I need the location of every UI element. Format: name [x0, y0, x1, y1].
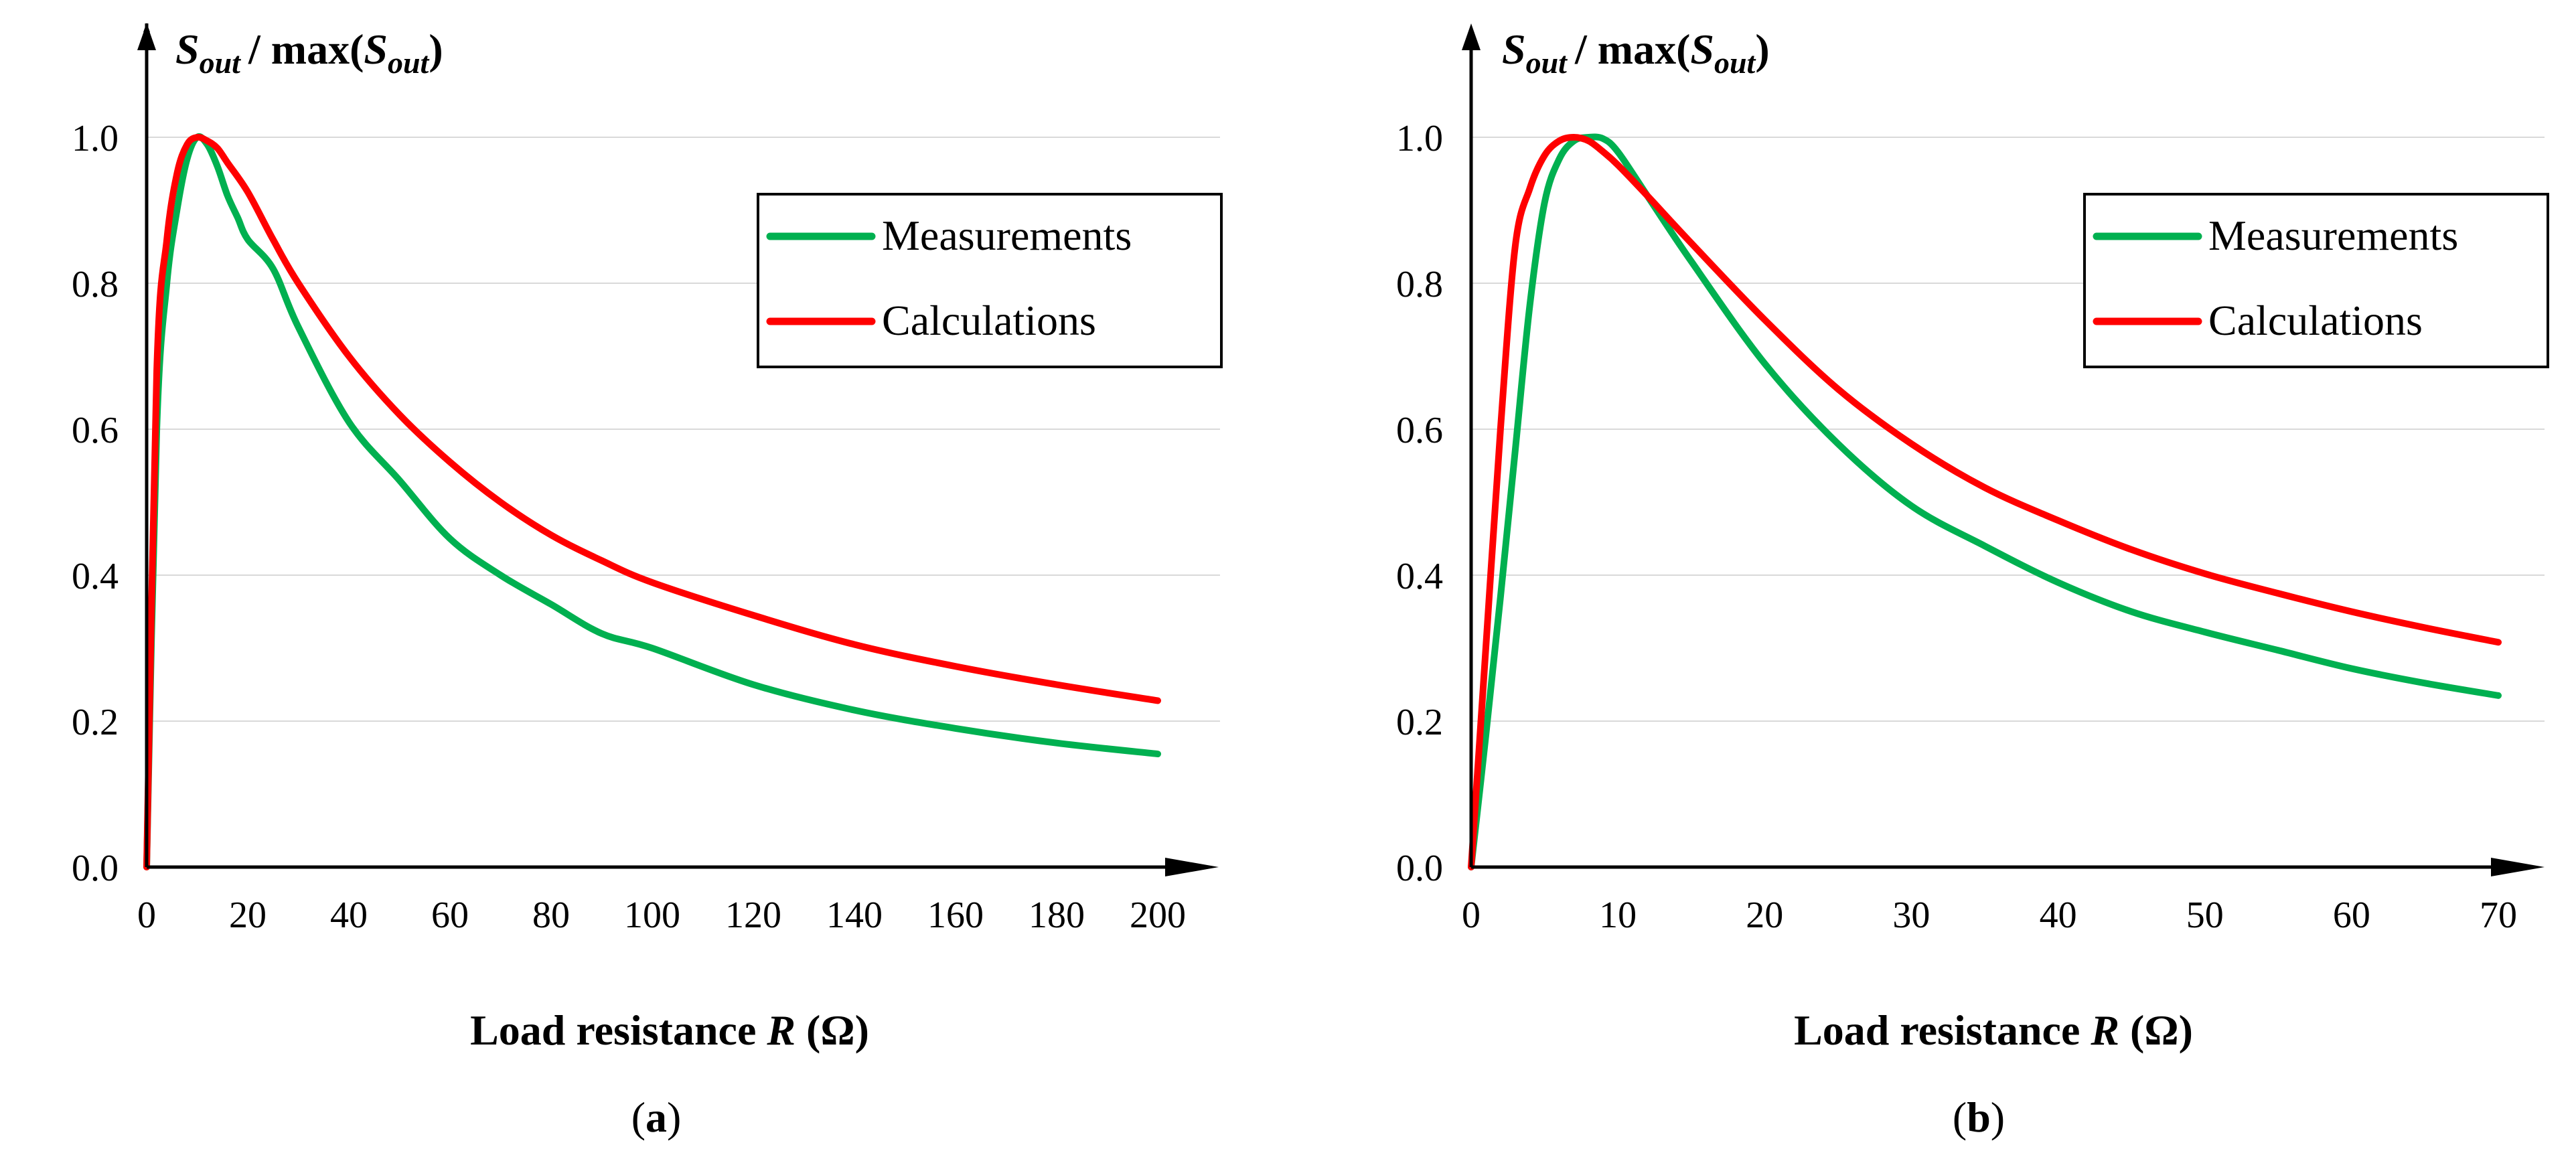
- y-tick-label: 0.2: [72, 702, 119, 743]
- y-tick-label: 0.0: [1396, 848, 1443, 889]
- x-tick-label: 60: [431, 895, 469, 936]
- y-tick-label: 0.6: [1396, 410, 1443, 451]
- x-tick-label: 100: [624, 895, 680, 936]
- panel-label: (a): [631, 1093, 682, 1141]
- series-lines: [143, 133, 1161, 870]
- x-tick-label: 50: [2186, 895, 2224, 936]
- y-axis-arrowhead: [137, 23, 156, 50]
- gridlines: [1471, 137, 2545, 722]
- chart-panel-a: 0.0 0.2 0.4 0.6 0.8 1.0 0 20 40 60 80 100 120 140 160…: [72, 23, 1223, 1141]
- series-line-measurements: [1468, 133, 2502, 870]
- x-tick-label: 160: [927, 895, 984, 936]
- y-tick-label: 0.8: [1396, 264, 1443, 305]
- y-tick-label: 0.0: [72, 848, 119, 889]
- x-axis-label: Load resistance R (Ω): [1794, 1006, 2193, 1054]
- x-tick-label: 80: [532, 895, 570, 936]
- legend-label-calculations: Calculations: [2208, 297, 2423, 344]
- series-line-measurements: [143, 133, 1161, 870]
- x-tick-label: 180: [1029, 895, 1085, 936]
- legend-box: [2083, 193, 2549, 368]
- x-tick-label: 70: [2480, 895, 2517, 936]
- x-axis-label: Load resistance R (Ω): [470, 1006, 869, 1054]
- x-tick-label: 20: [229, 895, 267, 936]
- x-tick-labels: 0 20 40 60 80 100 120 140 160 180 200: [137, 895, 1186, 936]
- x-tick-label: 60: [2333, 895, 2370, 936]
- y-tick-labels: 0.0 0.2 0.4 0.6 0.8 1.0: [1396, 118, 1443, 889]
- y-axis-label: Sout / max(Sout): [1502, 25, 1770, 80]
- legend-label-measurements: Measurements: [882, 212, 1132, 259]
- series-lines: [1468, 133, 2502, 870]
- legend-box: [757, 193, 1223, 368]
- x-tick-label: 0: [1462, 895, 1481, 936]
- legend-label-measurements: Measurements: [2208, 212, 2458, 259]
- y-tick-label: 0.6: [72, 410, 119, 451]
- series-line-calculations: [1468, 134, 2502, 870]
- x-tick-label: 10: [1599, 895, 1637, 936]
- y-tick-label: 1.0: [72, 118, 119, 159]
- series-line-calculations: [143, 133, 1161, 870]
- x-tick-label: 200: [1130, 895, 1186, 936]
- x-axis-arrowhead: [1165, 858, 1219, 876]
- x-tick-label: 30: [1892, 895, 1930, 936]
- panel-label: (b): [1953, 1093, 2005, 1141]
- y-tick-label: 0.4: [72, 556, 119, 597]
- x-tick-label: 140: [826, 895, 883, 936]
- y-tick-label: 0.4: [1396, 556, 1443, 597]
- chart-panel-b: 0.0 0.2 0.4 0.6 0.8 1.0 0 10 20 30 40 50 60 70 Sout /…: [1396, 23, 2549, 1141]
- y-axis-arrowhead: [1462, 23, 1481, 50]
- x-tick-label: 20: [1746, 895, 1783, 936]
- x-tick-labels: 0 10 20 30 40 50 60 70: [1462, 895, 2517, 936]
- legend: Measurements Calculations: [2083, 193, 2549, 368]
- x-tick-label: 40: [2040, 895, 2077, 936]
- y-axis-label: Sout / max(Sout): [175, 25, 443, 80]
- y-tick-labels: 0.0 0.2 0.4 0.6 0.8 1.0: [72, 118, 119, 889]
- y-tick-label: 1.0: [1396, 118, 1443, 159]
- x-axis-arrowhead: [2491, 858, 2545, 876]
- legend-label-calculations: Calculations: [882, 297, 1096, 344]
- x-tick-label: 120: [725, 895, 781, 936]
- y-tick-label: 0.8: [72, 264, 119, 305]
- x-tick-label: 0: [137, 895, 156, 936]
- y-tick-label: 0.2: [1396, 702, 1443, 743]
- x-tick-label: 40: [330, 895, 368, 936]
- legend: Measurements Calculations: [757, 193, 1223, 368]
